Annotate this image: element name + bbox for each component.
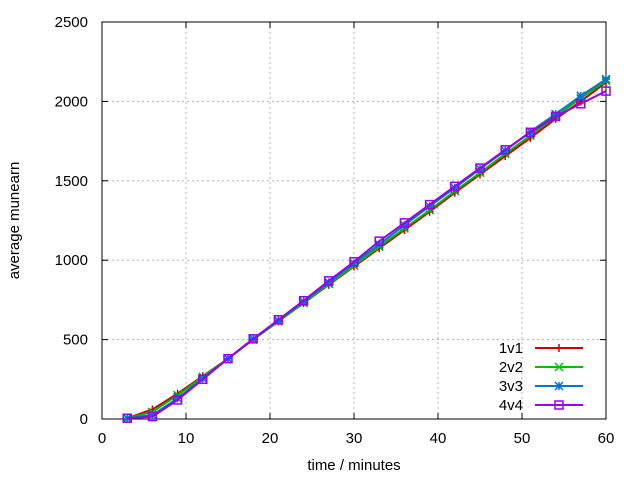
legend-marker [554, 400, 564, 410]
plot-frame [101, 21, 607, 420]
legend-label: 3v3 [499, 378, 523, 395]
data-point-3v3 [399, 220, 409, 230]
y-tick-label: 2500 [55, 14, 88, 31]
legend-item-4v4: 4v4 [499, 397, 583, 414]
data-point-3v3 [601, 74, 611, 84]
y-axis-label: average munearn [6, 162, 23, 280]
data-point-4v4 [198, 374, 208, 385]
data-point-4v4 [223, 353, 233, 364]
data-point-3v3 [425, 201, 435, 211]
legend-label: 2v2 [499, 359, 523, 376]
y-tick-label: 2000 [55, 93, 88, 110]
data-point-4v4 [298, 295, 309, 306]
data-point-3v3 [374, 239, 384, 249]
x-axis-label: time / minutes [307, 457, 400, 474]
data-point-4v4 [550, 111, 561, 122]
data-point-4v4 [349, 257, 359, 267]
grid [102, 22, 606, 419]
series-group [122, 74, 611, 423]
x-tick-label: 0 [98, 430, 106, 447]
x-tick-label: 30 [346, 430, 363, 447]
data-point-4v4 [172, 395, 183, 405]
legend-label: 4v4 [499, 397, 523, 414]
data-point-4v4 [450, 181, 460, 192]
x-tick-label: 40 [430, 430, 447, 447]
data-point-4v4 [399, 218, 410, 228]
data-point-4v4 [147, 411, 158, 422]
x-tick-label: 20 [262, 430, 279, 447]
data-point-3v3 [349, 258, 359, 268]
data-point-4v4 [122, 413, 132, 423]
legend-marker [555, 344, 563, 352]
series-4v4 [122, 86, 611, 423]
legend-item-2v2: 2v2 [499, 359, 583, 376]
x-tick-label: 10 [178, 430, 195, 447]
legend: 1v1 2v2 3v3 4v4 [499, 340, 583, 414]
axes: 0 10 20 30 40 50 60 0 500 1000 1500 2000 2500 [55, 14, 615, 447]
data-point-3v3 [576, 91, 586, 101]
data-point-4v4 [525, 127, 536, 138]
data-point-3v3 [450, 183, 460, 193]
data-point-4v4 [324, 276, 334, 286]
legend-marker [554, 381, 564, 391]
data-point-4v4 [500, 145, 510, 155]
y-tick-label: 500 [63, 332, 88, 349]
data-point-4v4 [576, 99, 586, 109]
legend-item-3v3: 3v3 [499, 378, 583, 395]
data-point-3v3 [147, 410, 157, 420]
legend-marker [554, 362, 564, 372]
data-point-4v4 [374, 236, 384, 246]
data-point-3v3 [551, 109, 561, 119]
series-line-2v2 [126, 79, 607, 420]
x-tick-label: 60 [598, 430, 615, 447]
data-point-4v4 [248, 334, 258, 344]
y-tick-label: 1500 [55, 173, 88, 190]
y-tick-label: 0 [80, 411, 88, 428]
data-point-4v4 [601, 86, 611, 96]
data-point-4v4 [424, 199, 435, 210]
data-point-4v4 [273, 315, 284, 325]
data-point-3v3 [324, 277, 334, 287]
x-tick-label: 50 [514, 430, 531, 447]
legend-item-1v1: 1v1 [499, 340, 583, 357]
data-point-3v3 [173, 393, 183, 403]
legend-label: 1v1 [499, 340, 523, 357]
data-point-4v4 [475, 163, 485, 173]
y-tick-label: 1000 [55, 252, 88, 269]
